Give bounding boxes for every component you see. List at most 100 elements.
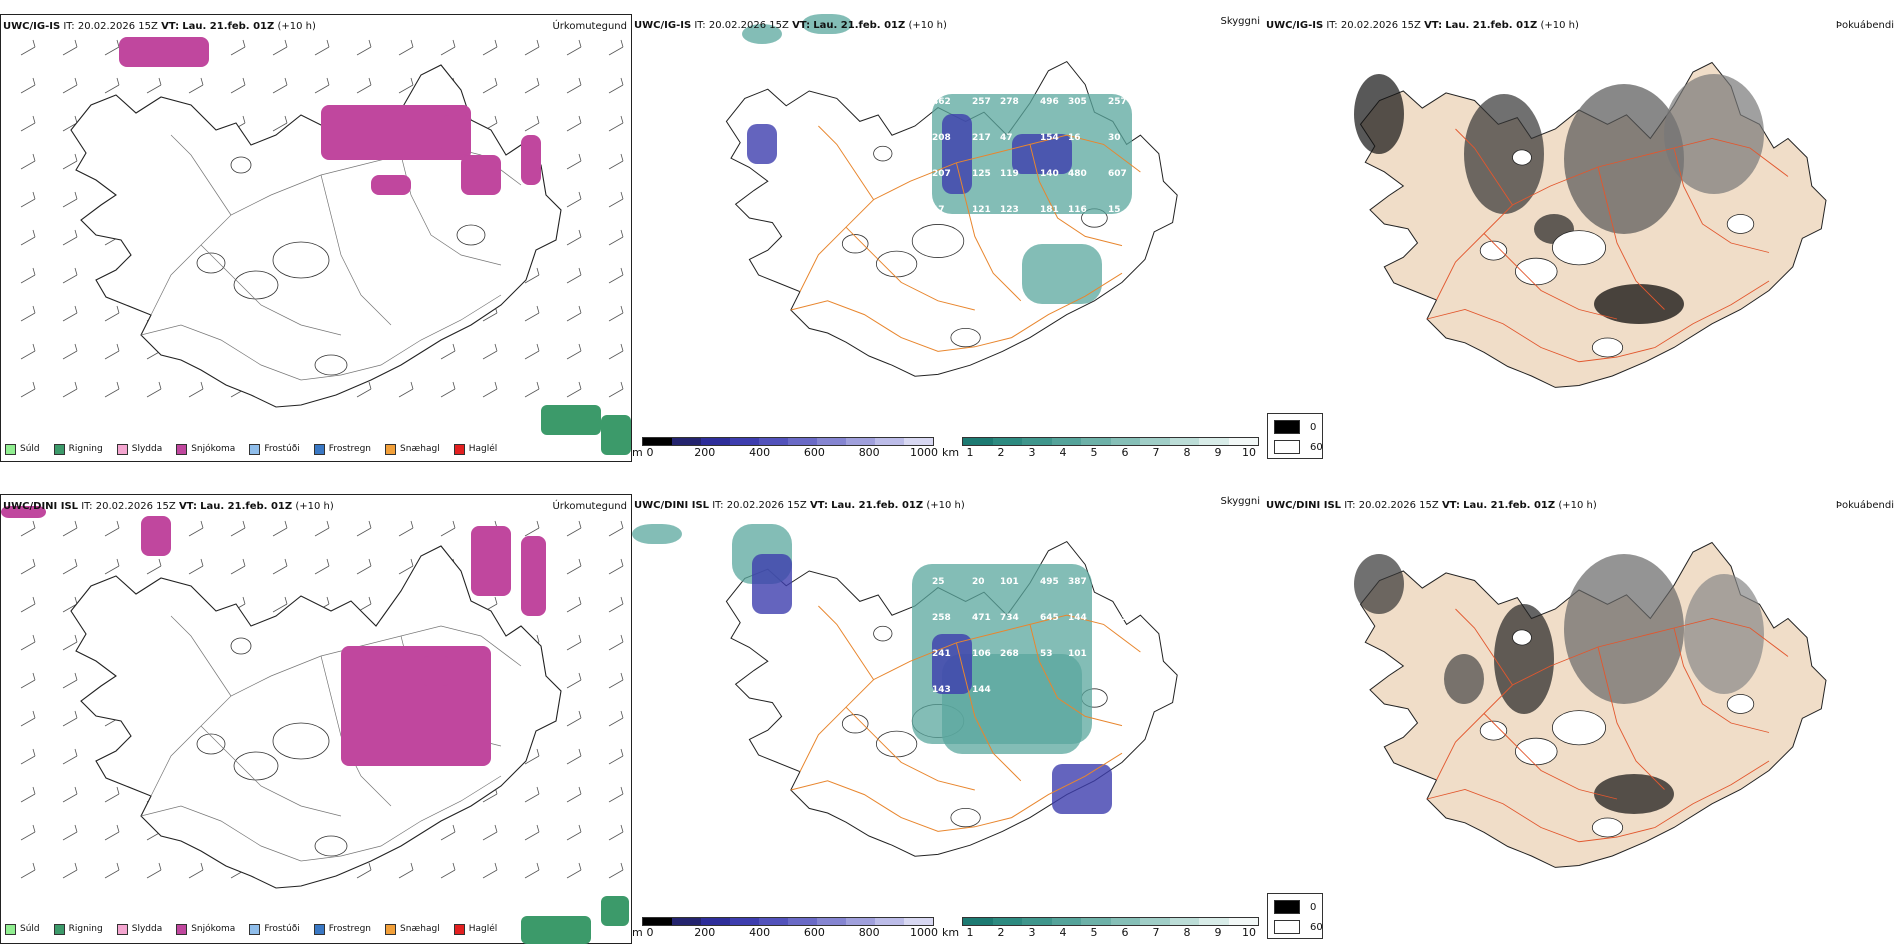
cloud-base-label: 101 <box>1000 577 1019 587</box>
low-visibility-area <box>632 524 682 544</box>
lead-time: (+10 h) <box>1558 500 1597 511</box>
road-line <box>140 775 502 862</box>
glacier-outline <box>873 145 893 162</box>
wind-barb <box>20 305 36 322</box>
colorbar-tick: 2 <box>997 926 1005 939</box>
legend-swatch <box>5 443 16 455</box>
visibility-colorbar: km 1 2 3 4 5 6 7 8 9 10 <box>942 917 1262 941</box>
fog-area <box>1354 74 1404 154</box>
cloud-base-label: 16 <box>1068 133 1081 143</box>
wind-barb <box>524 786 540 803</box>
legend-label: Súld <box>20 444 40 454</box>
colorbar-tick: 10 <box>1242 446 1256 459</box>
colorbar-segment <box>1169 918 1199 925</box>
fog-area <box>1494 604 1554 714</box>
wind-barb <box>566 596 582 613</box>
road-line <box>1483 713 1618 800</box>
wind-barb <box>566 153 582 170</box>
wind-barb <box>524 115 540 132</box>
wind-barb <box>566 191 582 208</box>
wind-barb <box>482 862 498 879</box>
fog-index-areas <box>1354 74 1764 324</box>
legend-label: Haglél <box>468 924 498 934</box>
it-value: 20.02.2026 15Z <box>1340 20 1421 31</box>
road-line <box>955 642 1022 782</box>
wind-barb <box>20 634 36 651</box>
wind-barb <box>20 381 36 398</box>
colorbar-segment <box>904 438 933 445</box>
wind-barb <box>104 786 120 803</box>
wind-barb <box>314 520 330 537</box>
wind-barb <box>104 77 120 94</box>
glacier-outline <box>1514 257 1558 286</box>
legend-swatch <box>453 923 465 935</box>
colorbar-segment <box>846 918 875 925</box>
snow-area <box>521 135 541 185</box>
fog-legend-label: 0 <box>1310 901 1317 913</box>
legend-swatch <box>453 443 465 455</box>
precip-type-panel-bottom: UWC/DINI ISL IT: 20.02.2026 15Z VT: Lau.… <box>0 494 632 944</box>
low-ceiling-area <box>747 124 777 164</box>
low-ceiling-area <box>1052 764 1112 814</box>
legend-item: Frostúði <box>249 443 300 455</box>
it-value: 20.02.2026 15Z <box>95 501 176 512</box>
glacier-outline <box>1551 230 1606 266</box>
road-line <box>1483 233 1618 320</box>
wind-barb <box>356 39 372 56</box>
legend-item: Frostúði <box>249 923 300 935</box>
glacier-outline <box>1479 720 1508 741</box>
wind-barb <box>608 634 624 651</box>
wind-barb <box>440 862 456 879</box>
wind-barb <box>566 343 582 360</box>
cloud-base-label: 258 <box>932 613 951 623</box>
colorbar-segment <box>817 438 846 445</box>
ceiling-colorbar: m 0 200 400 600 800 1000 <box>632 437 938 461</box>
wind-barb <box>608 558 624 575</box>
panel-title: Úrkomutegund <box>552 501 627 512</box>
wind-barb <box>608 862 624 879</box>
colorbar-tick: 7 <box>1152 926 1160 939</box>
legend-swatch <box>116 443 128 455</box>
fog-area <box>1684 574 1764 694</box>
wind-barb <box>20 77 36 94</box>
wind-barb <box>230 558 246 575</box>
road-line <box>845 226 975 311</box>
wind-barb <box>566 748 582 765</box>
wind-barb <box>608 381 624 398</box>
colorbar-tick: 200 <box>694 446 716 459</box>
legend-label: Haglél <box>468 444 498 454</box>
wind-barb <box>20 520 36 537</box>
model-name: UWC/DINI ISL <box>1266 500 1342 511</box>
colorbar-tick: 1000 <box>910 446 938 459</box>
wind-barb <box>62 267 78 284</box>
wind-barb <box>440 824 456 841</box>
legend-label: Snjókoma <box>191 444 236 454</box>
wind-barb <box>272 558 288 575</box>
cloud-base-label: 471 <box>972 613 991 623</box>
colorbar-segment <box>730 438 759 445</box>
precip-areas <box>119 37 631 455</box>
fog-legend-item: 0 <box>1274 900 1316 914</box>
it-value: 20.02.2026 15Z <box>726 500 807 511</box>
road-line <box>1673 627 1770 733</box>
road-line <box>818 125 875 200</box>
model-name: UWC/DINI ISL <box>634 500 710 511</box>
glacier-outline <box>841 714 869 734</box>
road-line <box>200 725 342 817</box>
cloud-base-label: 144 <box>972 685 991 695</box>
vt-value: Lau. 21.feb. 01Z <box>831 500 924 511</box>
wind-barb <box>272 115 288 132</box>
wind-barb <box>62 191 78 208</box>
glacier-outlines <box>196 156 486 376</box>
wind-barb <box>146 381 162 398</box>
wind-barb <box>20 229 36 246</box>
rain-area <box>601 896 629 926</box>
legend-item: Frostregn <box>313 923 371 935</box>
cloud-base-label: 496 <box>1040 97 1059 107</box>
vt-value: Lau. 21.feb. 01Z <box>1445 20 1538 31</box>
glacier-outline <box>875 730 918 758</box>
road-line <box>1597 646 1665 790</box>
colorbar-tick: 8 <box>1183 446 1191 459</box>
legend-item: Rigning <box>53 923 103 935</box>
wind-barb <box>104 381 120 398</box>
